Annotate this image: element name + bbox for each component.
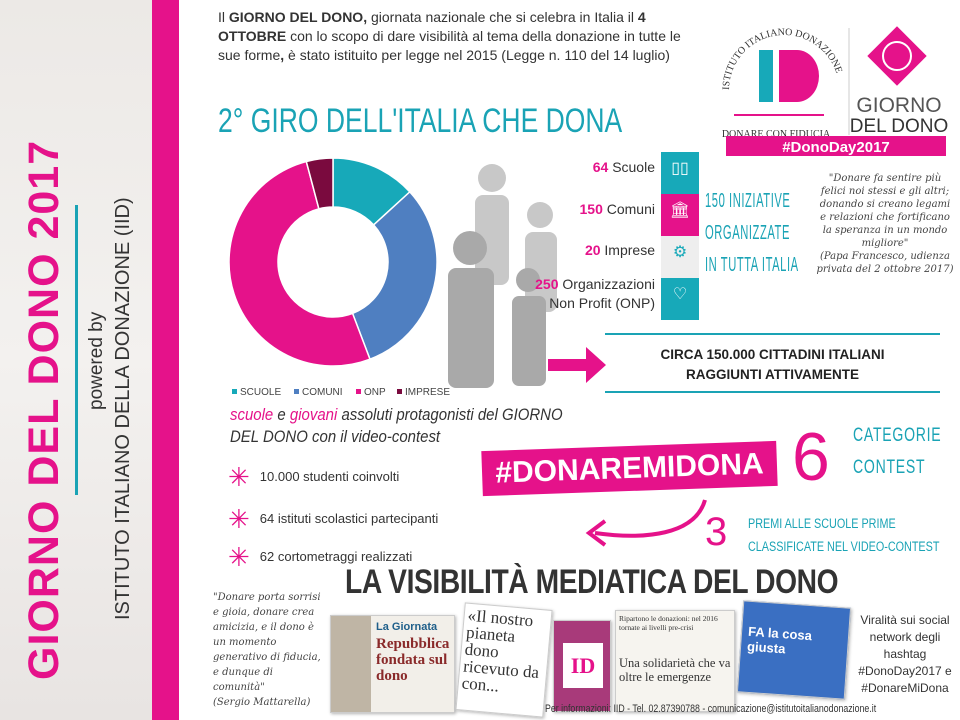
premi-text: PREMI ALLE SCUOLE PRIME CLASSIFICATE NEL … [748, 516, 940, 554]
legend-label: COMUNI [302, 387, 343, 398]
donut-slice-onp [228, 160, 371, 367]
legend-label: ONP [364, 387, 386, 398]
visibilita-title: LA VISIBILITÀ MEDIATICA DEL DONO [345, 563, 839, 601]
newspaper-clip-3: Ripartono le donazioni: nel 2016 tornate… [615, 610, 735, 712]
bullet-item: ✳︎ 10.000 studenti coinvolti [228, 462, 400, 492]
gears-icon: ⚙︎ [661, 236, 699, 278]
bullet-item: ✳︎ 64 istituti scolastici partecipanti [228, 504, 439, 534]
building-icon: 🏛︎ [661, 194, 699, 236]
asterisk-icon: ✳︎ [228, 462, 250, 492]
giro-title: 2° GIRO DELL'ITALIA CHE DONA [218, 102, 623, 140]
intro-text: Il GIORNO DEL DONO, giornata nazionale c… [218, 9, 681, 63]
sidebar-title: GIORNO DEL DONO 2017 [20, 139, 68, 680]
logo-hashtag: #DonoDay2017 [782, 139, 890, 156]
book-icon: ▯▯ [661, 152, 699, 194]
legend-swatch [294, 389, 299, 394]
categorie-contest: CATEGORIE CONTEST [853, 425, 942, 478]
newspaper-clip-1: La Giornata Repubblica fondata sul dono [330, 615, 455, 713]
donut-slice-comuni [351, 190, 438, 361]
stat-comuni: 150 Comuni [579, 201, 656, 217]
stat-onp: 250 Organizzazioni Non Profit (ONP) [535, 276, 655, 311]
powered-by: powered by [86, 311, 107, 410]
heart-icon: ♡ [661, 278, 699, 320]
six-number: 6 [792, 419, 830, 495]
people-icon [448, 164, 557, 388]
stat-scuole: 64 Scuole [592, 159, 655, 175]
newspaper-clip-2: «Il nostro pianeta dono ricevuto da con.… [455, 602, 553, 718]
viral-text: Viralità sui social network degli hashta… [858, 613, 952, 695]
legend-label: IMPRESE [405, 387, 450, 398]
arrow-right-icon [548, 347, 606, 383]
donut-slice-imprese [305, 157, 334, 210]
logo: ISTITUTO ITALIANO DONAZIONE DONARE CON F… [704, 10, 954, 157]
mattarella-quote: "Donare porta sorrisi e gioia, donare cr… [213, 592, 321, 708]
logo-tagline: DONARE CON FIDUCIA [722, 129, 831, 140]
tv-clip-2: FA la cosa giusta [736, 600, 852, 700]
asterisk-icon: ✳︎ [228, 504, 250, 534]
curved-arrow-icon [585, 499, 707, 547]
iniziative-text: 150 INIZIATIVE ORGANIZZATE IN TUTTA ITALIA [705, 190, 799, 276]
citizens-reached: CIRCA 150.000 CITTADINI ITALIANI RAGGIUNT… [605, 333, 940, 393]
logo-giorno: GIORNO [856, 94, 941, 117]
donut-chart: SCUOLE COMUNI ONP IMPRESE [228, 157, 450, 398]
legend-label: SCUOLE [240, 387, 281, 398]
bullet-item: ✳︎ 62 cortometraggi realizzati [228, 542, 413, 572]
stat-imprese: 20 Imprese [584, 242, 655, 258]
papa-quote: "Donare fa sentire più felici noi stessi… [816, 173, 954, 275]
legend-swatch [232, 389, 237, 394]
logo-del-dono: DEL DONO [850, 116, 949, 137]
legend-swatch [356, 389, 361, 394]
legend-swatch [397, 389, 402, 394]
asterisk-icon: ✳︎ [228, 542, 250, 572]
hashtag-banner: #DONAREMIDONA [481, 440, 778, 497]
institute-name: ISTITUTO ITALIANO DELLA DONAZIONE (IID) [112, 197, 134, 620]
scuole-line: scuole e giovani assoluti protagonisti d… [230, 405, 563, 446]
pink-bar [152, 0, 179, 720]
tv-clip: ID [553, 620, 611, 712]
stats-list: 64 Scuole 150 Comuni 20 Imprese 250 Orga… [500, 155, 655, 325]
footer-contact: Per informazioni: IID - Tel. 02.87390788… [545, 703, 877, 715]
three-number: 3 [705, 510, 728, 554]
divider [75, 205, 78, 495]
